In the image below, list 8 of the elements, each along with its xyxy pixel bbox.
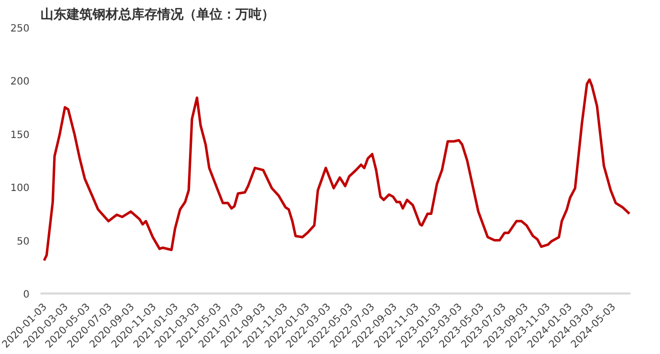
y-tick-label: 100 (10, 183, 30, 194)
y-tick-label: 250 (10, 24, 30, 34)
y-tick-label: 50 (16, 236, 30, 248)
chart-title: 山东建筑钢材总库存情况（单位：万吨） (40, 6, 274, 22)
line-series (42, 78, 630, 262)
y-tick-label: 150 (10, 130, 30, 141)
y-tick-label: 200 (10, 76, 30, 88)
y-tick-label: 0 (23, 290, 30, 300)
